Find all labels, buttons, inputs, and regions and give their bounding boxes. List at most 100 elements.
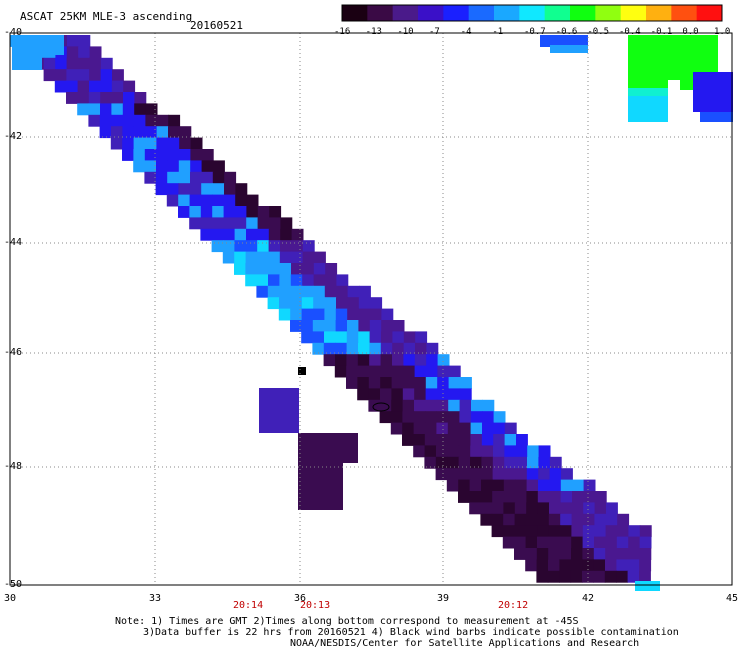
swath-cell <box>503 502 516 515</box>
swath-cell <box>156 160 168 173</box>
swath-cell <box>526 502 539 515</box>
swath-cell <box>55 69 67 82</box>
swath-cell <box>639 525 652 538</box>
swath-cell <box>223 217 236 230</box>
swath-cell <box>413 411 426 424</box>
swath-cell <box>525 559 538 572</box>
map-title: ASCAT 25KM MLE-3 ascending <box>20 10 193 23</box>
swath-cell <box>167 137 180 150</box>
swath-cell <box>133 160 146 173</box>
swath-cell <box>504 468 516 481</box>
colorbar-segment <box>595 5 622 21</box>
swath-cell <box>415 342 427 355</box>
swath-cell <box>369 342 382 355</box>
swath-cell <box>156 137 169 150</box>
swath-cell <box>347 320 359 332</box>
swath-cell <box>515 479 528 492</box>
swath-cell <box>290 320 302 332</box>
swath-cell <box>347 308 360 321</box>
swath-cell <box>279 263 292 275</box>
swath-cell <box>458 445 471 458</box>
swath-cell <box>66 46 79 59</box>
swath-cell <box>470 445 483 458</box>
swath-cell <box>593 559 606 572</box>
swath-cell <box>291 251 304 264</box>
swath-cell <box>178 171 191 184</box>
swath-cell <box>223 206 236 218</box>
swath-cell <box>446 479 459 492</box>
swath-cell <box>302 240 315 253</box>
swath-cell <box>190 171 202 184</box>
swath-cell <box>481 456 494 469</box>
swath-cell <box>593 570 606 583</box>
colorbar-label: -0.5 <box>587 27 610 37</box>
swath-cell <box>89 57 102 70</box>
swath-cell <box>224 171 237 184</box>
swath-cell <box>514 502 527 515</box>
swath-cell <box>325 274 337 287</box>
swath-cell <box>234 217 247 230</box>
swath-cell <box>368 399 381 412</box>
swath-cell <box>156 126 169 139</box>
swath-cell <box>426 342 439 355</box>
swath-cell <box>312 331 325 344</box>
swath-cell <box>604 570 617 583</box>
swath-cell <box>312 342 325 355</box>
swath-cell <box>491 513 504 526</box>
swath-cell <box>234 240 247 253</box>
swath-cell <box>323 354 336 367</box>
swath-cell <box>313 308 325 321</box>
swath-cell <box>100 57 113 70</box>
y-tick-label: -46 <box>4 347 23 358</box>
swath-cell <box>526 513 538 526</box>
swath-cell <box>267 297 280 310</box>
swath-cell <box>425 422 437 435</box>
swath-cell <box>268 263 281 275</box>
swath-cell <box>325 263 338 275</box>
swath-cell <box>594 525 607 538</box>
swath-cell <box>324 320 337 332</box>
swath-cell <box>111 80 124 93</box>
swath-cell <box>336 274 349 287</box>
swath-cell <box>583 502 596 515</box>
swath-cell <box>88 103 101 116</box>
swath-cell <box>560 525 572 538</box>
swath-cell <box>66 80 79 93</box>
swath-cell <box>380 377 393 389</box>
swath-cell <box>167 149 180 161</box>
x-tick-label: 33 <box>149 593 162 604</box>
swath-cell <box>424 445 437 458</box>
swath-cell <box>424 456 437 469</box>
swath-cell <box>168 114 181 127</box>
swath-cell <box>582 536 595 549</box>
swath-cell <box>504 434 517 446</box>
swath-cell <box>88 92 101 104</box>
swath-cell <box>111 103 124 116</box>
swath-cell <box>369 354 382 367</box>
swath-cell <box>593 548 606 560</box>
swath-cell <box>279 251 292 264</box>
swath-cell <box>43 57 56 70</box>
swath-cell <box>369 320 382 332</box>
swath-cell <box>200 206 213 218</box>
swath-cell <box>290 297 303 310</box>
swath-cell <box>492 468 505 481</box>
x-tick-label: 30 <box>4 593 17 604</box>
swath-cell <box>481 434 494 446</box>
swath-cell <box>313 263 326 275</box>
swath-cell <box>459 388 472 401</box>
swath-cell <box>480 502 493 515</box>
swath-cell <box>548 513 561 526</box>
swath-cell <box>346 342 359 355</box>
swath-cell <box>471 399 483 412</box>
swath-cell <box>77 69 90 82</box>
swath-cell <box>538 456 551 469</box>
swath-cell <box>425 377 438 389</box>
swath-cell <box>280 240 292 253</box>
swath-cell <box>279 285 292 298</box>
swath-cell <box>571 548 583 560</box>
swath-cell <box>639 536 652 549</box>
swath-cell <box>78 35 91 47</box>
swath-cell <box>538 468 551 481</box>
swath-cell <box>391 399 404 412</box>
